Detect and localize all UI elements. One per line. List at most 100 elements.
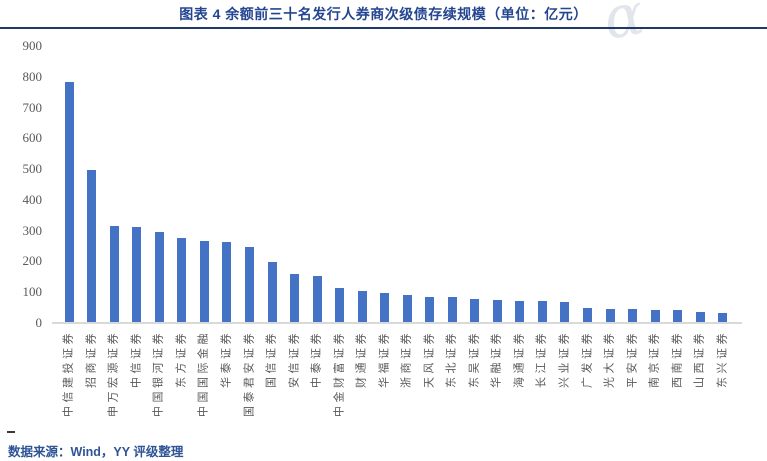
x-tick-label: 中国国际金融 [197,330,210,417]
bar-slot [464,46,487,323]
bar-slot [306,46,329,323]
bar-slot [419,46,442,323]
x-tick-label: 中信建投证券 [62,330,75,417]
y-axis: 900 800 700 600 500 400 300 200 100 0 [0,38,46,330]
bar-slot [621,46,644,323]
y-tick-label: 500 [22,161,43,177]
bar-slot [689,46,712,323]
bar [537,301,547,323]
bar-slot [599,46,622,323]
x-tick-label: 中泰证券 [310,330,323,388]
y-tick-label: 0 [35,315,43,330]
bar-slot [509,46,532,323]
bar-slot [644,46,667,323]
y-tick-label: 600 [22,130,43,146]
bar-slot [396,46,419,323]
bar [267,262,277,323]
x-tick-label: 东北证券 [445,330,458,388]
bar-slot [58,46,81,323]
x-axis: 中信建投证券 招商证券 申万宏源证券 中信证券 中国银河证券 东方证券 中国国际金融 华泰证券… [58,330,734,435]
bar [492,299,502,323]
x-tick-label: 南京证券 [648,330,661,388]
bar-slot [283,46,306,323]
x-tick-label: 平安证券 [626,330,639,388]
bar-slot [373,46,396,323]
bar-slot [193,46,216,323]
x-tick-label: 华泰证券 [220,330,233,388]
x-tick-label: 海通证券 [513,330,526,388]
bar [695,312,705,323]
bar [335,288,345,323]
x-tick-label: 中国银河证券 [152,330,165,417]
bar [402,294,412,323]
bar-slot [81,46,104,323]
bar [673,310,683,323]
bar-slot [576,46,599,323]
x-tick-label: 华福证券 [378,330,391,388]
y-tick-label: 300 [22,222,43,238]
bar-slot [351,46,374,323]
bar [582,307,592,323]
y-tick-label: 400 [22,191,43,207]
x-tick-label: 国泰君安证券 [243,330,256,417]
y-tick-label: 800 [22,68,43,84]
x-tick-label: 西南证券 [671,330,684,388]
x-tick-label: 天风证券 [423,330,436,388]
bar-slot [666,46,689,323]
bar-slot [171,46,194,323]
x-tick-label: 东方证券 [175,330,188,388]
bar-slot [261,46,284,323]
x-tick-label: 广发证券 [581,330,594,388]
bar [109,226,119,323]
bar-slot [486,46,509,323]
y-tick-label: 900 [22,38,43,53]
bar [64,82,74,323]
bar [718,312,728,323]
bar [290,273,300,323]
bar [177,238,187,323]
bar [425,296,435,323]
title-divider [0,27,767,29]
x-tick-label: 长江证券 [535,330,548,388]
bar [447,297,457,323]
bar [199,240,209,323]
x-tick-label: 山西证券 [693,330,706,388]
bar [87,169,97,323]
bar-slot [554,46,577,323]
bar-slot [328,46,351,323]
x-tick-label: 中金财富证券 [333,330,346,417]
bar [650,309,660,323]
bar [245,246,255,323]
footer-dash [7,431,15,433]
x-tick-label: 东兴证券 [716,330,729,388]
bar [380,293,390,323]
bar [357,291,367,323]
x-tick-label: 财通证券 [355,330,368,388]
bar-slot [711,46,734,323]
x-tick-label: 光大证券 [603,330,616,388]
bar-slot [103,46,126,323]
bar-slot [126,46,149,323]
x-axis-line [52,322,742,324]
bar [515,300,525,323]
x-tick-label: 兴业证券 [558,330,571,388]
x-tick-label: 国信证券 [265,330,278,388]
bar [470,299,480,323]
x-tick-label: 安信证券 [288,330,301,388]
x-tick-label: 浙商证券 [400,330,413,388]
chart-title: 图表 4 余额前三十名发行人券商次级债存续规模（单位：亿元） [179,6,588,22]
bar [605,308,615,323]
bar [132,226,142,323]
plot-area [58,46,734,323]
bar-slot [148,46,171,323]
bar [312,275,322,323]
bar [154,231,164,323]
x-tick-label: 招商证券 [85,330,98,388]
bar-slot [531,46,554,323]
y-tick-label: 700 [22,99,43,115]
x-tick-label: 东吴证券 [468,330,481,388]
bar [560,302,570,323]
bar-slot [441,46,464,323]
bar-slot [216,46,239,323]
